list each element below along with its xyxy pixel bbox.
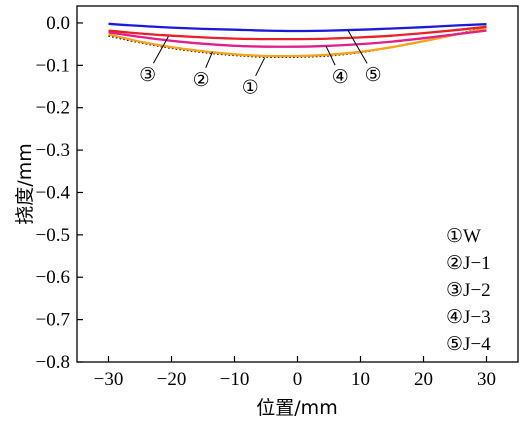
- callout-leader: [152, 36, 169, 64]
- legend-marker: ③: [446, 279, 463, 301]
- legend-label: J−3: [463, 307, 491, 328]
- axis-ticks: −30 −20 −10 0 10 20 30 0.0 −0.1 −0.2 −0.3 −0.4 −0.5 −…: [36, 13, 496, 390]
- series-line-j-2: [108, 25, 487, 41]
- series-lines: [108, 22, 487, 59]
- callout-leader: [255, 57, 266, 77]
- y-tick-label: −0.1: [36, 55, 70, 76]
- series-line-j-1: [108, 27, 487, 58]
- legend-entry: ③J−2: [446, 279, 491, 301]
- callout-leader: [205, 51, 213, 68]
- x-tick-label: 30: [477, 369, 496, 390]
- y-tick-label: −0.8: [36, 352, 70, 373]
- y-tick-label: −0.7: [36, 310, 70, 331]
- callout-marker: ⑤: [365, 64, 382, 86]
- x-axis-title: 位置/mm: [256, 397, 337, 419]
- x-tick-label: 0: [293, 369, 303, 390]
- legend-entry: ①W: [446, 225, 481, 247]
- callout-marker: ③: [139, 64, 156, 86]
- x-tick-label: −10: [220, 369, 250, 390]
- y-tick-label: −0.3: [36, 140, 70, 161]
- legend-entry: ⑤J−4: [446, 333, 491, 355]
- callout-leader: [347, 29, 368, 64]
- legend-marker: ①: [446, 225, 463, 247]
- series-line-j-3: [108, 29, 487, 48]
- callout-marker: ④: [332, 66, 349, 88]
- x-tick-label: 20: [414, 369, 433, 390]
- callout-marker: ①: [242, 77, 259, 99]
- y-tick-label: −0.2: [36, 98, 70, 119]
- legend-label: J−1: [463, 253, 491, 274]
- y-tick-label: −0.6: [36, 267, 70, 288]
- x-tick-label: −30: [94, 369, 124, 390]
- legend-entry: ②J−1: [446, 252, 491, 274]
- callout-marker: ②: [193, 69, 210, 91]
- legend-label: W: [463, 226, 481, 247]
- y-axis-title: 挠度/mm: [14, 143, 36, 224]
- y-tick-label: −0.4: [36, 182, 71, 203]
- x-tick-label: −20: [157, 369, 187, 390]
- legend-marker: ④: [446, 306, 463, 328]
- series-line-j-4: [108, 22, 487, 33]
- x-tick-label: 10: [351, 369, 370, 390]
- callout-leader: [325, 45, 336, 66]
- legend-entry: ④J−3: [446, 306, 491, 328]
- y-tick-label: −0.5: [36, 225, 70, 246]
- legend-marker: ⑤: [446, 333, 463, 355]
- legend-marker: ②: [446, 252, 463, 274]
- legend-label: J−2: [463, 280, 491, 301]
- y-tick-label: 0.0: [46, 13, 70, 34]
- legend-label: J−4: [463, 334, 491, 355]
